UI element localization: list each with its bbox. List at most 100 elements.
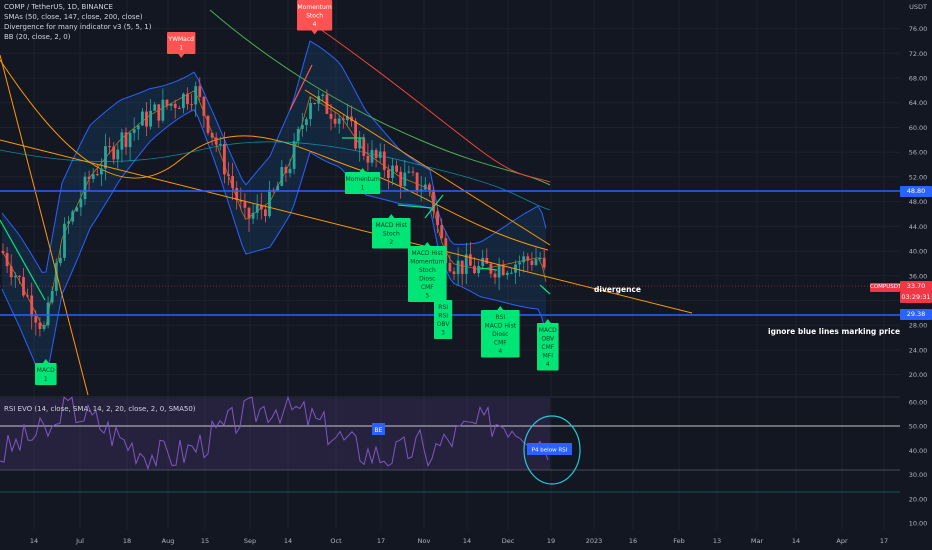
candle-body — [120, 132, 124, 150]
signal-text: OBV — [541, 336, 555, 343]
candle-body — [510, 272, 513, 274]
candle-body — [296, 128, 300, 142]
candle-body — [153, 104, 157, 111]
symbol-title[interactable]: COMP / TetherUS, 1D, BINANCE — [4, 3, 113, 11]
candle-body — [477, 266, 480, 274]
ignore-blue-lines-note[interactable]: ignore blue lines marking price — [768, 327, 901, 336]
signal-pointer — [440, 296, 447, 300]
descending-trendline — [0, 139, 693, 314]
signal-text: CMF — [541, 344, 554, 351]
sma-147-line — [209, 9, 551, 186]
signal-text: 3 — [441, 330, 445, 337]
candle-body — [79, 199, 83, 208]
signal-text: Stoch — [306, 13, 323, 20]
signal-box-bg — [537, 323, 559, 371]
candle-body — [247, 207, 251, 219]
p4-flag-label: P4 below RSI — [532, 448, 568, 454]
time-tick-label: 19 — [547, 537, 555, 545]
signal-box-bg — [408, 246, 447, 302]
time-axis[interactable]: 14 Jul 18 Aug 15 Sep 14 Oct 17 Nov 14 Dec 19 2023 16 Fe… — [0, 530, 900, 550]
divergence-legend[interactable]: Divergence for many indicator v3 (5, 5, … — [4, 23, 152, 31]
rsi-legend[interactable]: RSI EVO (14, close, SMA, 14, 2, 20, clos… — [4, 405, 196, 413]
candle-body — [46, 302, 50, 326]
candle-body — [456, 260, 460, 275]
signal-text: Momentum — [298, 4, 332, 11]
bb-fill — [2, 41, 546, 380]
signal-text: 1 — [44, 376, 48, 383]
candle-body — [268, 189, 271, 217]
candle-body — [202, 96, 206, 116]
bb-legend[interactable]: BB (20, close, 2, 0) — [4, 33, 71, 41]
candle-body — [317, 95, 321, 104]
candle-body — [255, 204, 259, 213]
price-tick-label: 44.00 — [909, 223, 928, 231]
price-axis[interactable]: USDT 76.00 72.00 68.00 64.00 60.00 56.00 52.00 4… — [900, 0, 932, 550]
candle-body — [415, 172, 419, 191]
early-trendline — [0, 54, 89, 396]
signal-box-bg — [167, 32, 196, 54]
price-tick-label: 56.00 — [909, 149, 928, 157]
candle-body — [538, 257, 542, 260]
time-tick-label: Apr — [836, 537, 848, 545]
candle-body — [223, 143, 226, 175]
rsi-pane: BE P4 below RSI — [0, 395, 932, 493]
signal-box-bg — [372, 218, 411, 249]
candle-body — [337, 118, 341, 124]
candle-body — [1, 251, 5, 254]
rsi-tick-label: 40.00 — [909, 447, 928, 455]
time-tick-label: Nov — [418, 537, 431, 545]
signal-text: 2 — [389, 239, 393, 246]
p4-flag-box — [527, 443, 572, 455]
candlesticks — [1, 77, 546, 337]
time-tick-label: Dec — [502, 537, 515, 545]
candle-body — [18, 276, 21, 278]
candle-body — [71, 211, 75, 222]
candle-body — [526, 256, 530, 261]
price-axis-bg — [900, 0, 932, 550]
divergence-note[interactable]: divergence — [594, 285, 641, 294]
candle-body — [22, 277, 25, 296]
candle-body — [354, 121, 357, 149]
time-tick-label: 14 — [463, 537, 471, 545]
candle-body — [264, 209, 267, 217]
candle-body — [190, 104, 193, 106]
candle-body — [280, 167, 284, 186]
candle-body — [346, 116, 349, 121]
candle-body — [141, 111, 144, 126]
price-tick-label: 20.00 — [909, 371, 928, 379]
signal-text: OBV — [437, 321, 451, 328]
candle-body — [210, 132, 214, 138]
signal-box-bg — [345, 172, 381, 194]
bull-divergence-line — [539, 284, 551, 295]
candle-body — [501, 264, 505, 275]
candle-body — [132, 129, 136, 133]
candle-body — [169, 103, 173, 106]
price-tick-label: 24.00 — [909, 346, 928, 354]
price-tick-label: 76.00 — [909, 25, 928, 33]
time-tick-label: 14 — [792, 537, 800, 545]
candle-body — [313, 103, 316, 105]
signal-text: RSI — [438, 304, 448, 311]
p4-flag: P4 below RSI — [527, 443, 572, 455]
bull-divergence-line — [424, 194, 444, 219]
price-tick-label: 72.00 — [909, 50, 928, 58]
candle-body — [403, 172, 407, 187]
candle-body — [276, 185, 280, 191]
candle-body — [366, 155, 370, 163]
candle-body — [288, 168, 292, 174]
sma-legend[interactable]: SMAs (50, close, 147, close, 200, close) — [4, 13, 143, 21]
rsi-tick-label: 60.00 — [909, 399, 928, 407]
candle-body — [341, 118, 345, 121]
time-tick-label: Mar — [751, 537, 764, 545]
current-price-tag: 33.70 — [900, 281, 932, 292]
candle-body — [440, 225, 444, 239]
signal-text: MACD Hist — [376, 222, 408, 229]
candle-body — [329, 113, 333, 119]
signal-text: Diosc — [492, 331, 508, 338]
bb-lower-band — [1, 108, 547, 381]
candle-body — [542, 257, 546, 268]
signal-text: Stoch — [419, 267, 436, 274]
